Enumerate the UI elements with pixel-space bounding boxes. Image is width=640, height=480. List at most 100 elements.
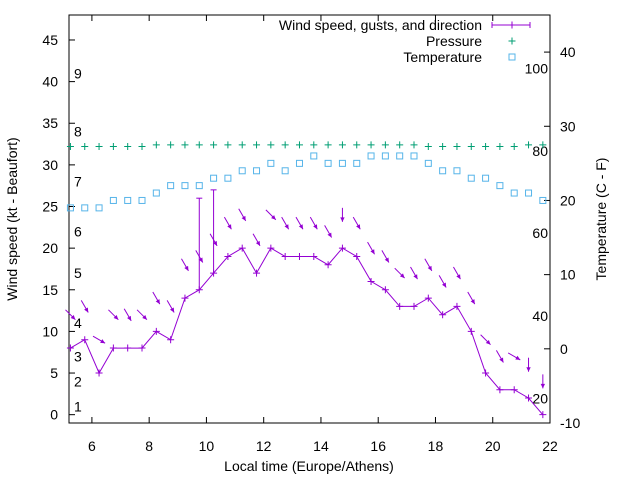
beaufort-label: 9 xyxy=(74,65,82,81)
pressure-point xyxy=(424,143,432,151)
wind-direction-arrowhead xyxy=(155,299,160,305)
wind-direction-arrowhead xyxy=(370,249,375,255)
fahrenheit-label: 40 xyxy=(532,308,548,324)
wind-direction-arrowhead xyxy=(271,215,276,220)
wind-speed-point xyxy=(467,327,475,335)
wind-speed-point xyxy=(124,344,132,352)
plot-frame xyxy=(68,14,551,424)
temperature-point xyxy=(424,159,432,167)
x-tick-label: 22 xyxy=(542,438,558,454)
legend-label: Pressure xyxy=(426,33,482,49)
wind-speed-point xyxy=(410,302,418,310)
legend-swatch-marker xyxy=(508,37,516,45)
wind-speed-point xyxy=(152,327,160,335)
pressure-point xyxy=(109,143,117,151)
temperature-point xyxy=(181,182,189,190)
wind-direction-arrowhead xyxy=(399,273,405,279)
legend-label: Temperature xyxy=(403,49,482,65)
temperature-point xyxy=(95,204,103,212)
wind-direction-arrowhead xyxy=(456,274,461,280)
wind-direction-arrowhead xyxy=(70,314,76,320)
wind-speed-point xyxy=(238,244,246,252)
fahrenheit-label: 20 xyxy=(532,391,548,407)
temperature-point xyxy=(267,159,275,167)
pressure-point xyxy=(224,141,232,149)
y-axis-label: Wind speed (kt - Beaufort) xyxy=(4,137,20,300)
wind-direction-arrowhead xyxy=(313,224,318,230)
x-axis-label: Local time (Europe/Athens) xyxy=(224,458,394,474)
x-tick-label: 18 xyxy=(428,438,444,454)
y2-tick-label: 40 xyxy=(560,44,576,60)
wind-direction-arrowhead xyxy=(340,217,345,222)
wind-direction-arrowhead xyxy=(526,367,531,372)
wind-direction-arrowhead xyxy=(255,240,261,246)
x-tick-label: 6 xyxy=(88,438,96,454)
pressure-point xyxy=(539,141,547,149)
y-tick-label: 5 xyxy=(50,365,58,381)
wind-direction-arrowhead xyxy=(441,282,447,288)
pressure-point xyxy=(81,143,89,151)
wind-direction-arrowhead xyxy=(142,314,147,320)
temperature-point xyxy=(81,204,89,212)
wind-direction-arrowhead xyxy=(356,224,361,230)
pressure-point xyxy=(338,141,346,149)
temperature-point xyxy=(396,152,404,160)
legend: Wind speed, gusts, and directionPressure… xyxy=(279,17,531,65)
pressure-point xyxy=(381,141,389,149)
wind-speed-point xyxy=(338,244,346,252)
wind-speed-point xyxy=(138,344,146,352)
wind-direction-arrowhead xyxy=(515,355,521,360)
pressure-point xyxy=(253,141,261,149)
wind-speed-point xyxy=(510,386,518,394)
beaufort-label: 5 xyxy=(74,265,82,281)
temperature-point xyxy=(253,167,261,175)
pressure-point xyxy=(496,143,504,151)
wind-direction-arrowhead xyxy=(413,274,418,280)
wind-direction-arrowhead xyxy=(170,307,175,313)
temperature-point xyxy=(210,174,218,182)
y2-tick-label: 0 xyxy=(560,341,568,357)
pressure-point xyxy=(396,141,404,149)
temperature-point xyxy=(295,159,303,167)
pressure-point xyxy=(525,141,533,149)
temperature-point xyxy=(281,167,289,175)
beaufort-label: 8 xyxy=(74,124,82,140)
temperature-point xyxy=(138,196,146,204)
pressure-point xyxy=(281,141,289,149)
y-tick-label: 45 xyxy=(42,32,58,48)
temperature-point xyxy=(467,174,475,182)
wind-speed-point xyxy=(381,286,389,294)
y-tick-label: 35 xyxy=(42,115,58,131)
pressure-point xyxy=(310,141,318,149)
pressure-point xyxy=(467,143,475,151)
pressure-point xyxy=(181,141,189,149)
pressure-point xyxy=(267,141,275,149)
beaufort-label: 6 xyxy=(74,223,82,239)
wind-direction-arrowhead xyxy=(184,265,189,271)
wind-direction-arrowhead xyxy=(198,257,203,263)
y2-axis-label: Temperature (C - F) xyxy=(593,158,609,281)
pressure-point xyxy=(66,143,74,151)
wind-speed-point xyxy=(253,269,261,277)
wind-direction-arrowhead xyxy=(499,357,504,363)
wind-speed-point xyxy=(224,252,232,260)
pressure-point xyxy=(210,141,218,149)
temperature-point xyxy=(367,152,375,160)
wind-speed-line xyxy=(70,247,544,416)
wind-speed-point xyxy=(539,411,547,419)
pressure-point xyxy=(439,143,447,151)
wind-direction-arrowhead xyxy=(284,224,289,230)
wind-direction-arrowhead xyxy=(241,215,246,221)
pressure-point xyxy=(138,143,146,151)
pressure-point xyxy=(367,141,375,149)
y2-tick-label: 10 xyxy=(560,267,576,283)
beaufort-label: 4 xyxy=(74,315,82,331)
x-tick-label: 10 xyxy=(199,438,215,454)
wind-speed-point xyxy=(424,294,432,302)
temperature-point xyxy=(224,174,232,182)
wind-direction-arrowhead xyxy=(540,383,546,389)
y-tick-label: 40 xyxy=(42,74,58,90)
temperature-point xyxy=(482,174,490,182)
wind-speed-point xyxy=(439,311,447,319)
